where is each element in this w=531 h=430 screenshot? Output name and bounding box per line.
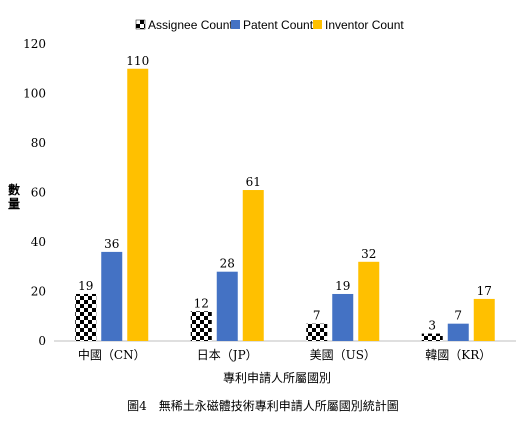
data-label-assignee: 3 (428, 319, 436, 333)
svg-text:量: 量 (8, 197, 20, 211)
legend-label-patent: Patent Count (243, 18, 314, 32)
data-label-patent: 36 (104, 237, 119, 251)
x-tick-label: 中國（CN） (78, 347, 146, 362)
y-tick-label: 40 (31, 235, 46, 249)
data-label-patent: 7 (454, 309, 462, 323)
bar-patent (101, 251, 123, 341)
bars: 19 36 110 12 28 61 7 19 32 3 7 17 (75, 54, 495, 341)
data-label-assignee: 19 (78, 279, 93, 293)
x-axis: 中國（CN） 日本（JP） 美國（US） 韓國（KR） (78, 347, 491, 362)
y-axis-title: 數 量 (8, 182, 20, 211)
bar-assignee (421, 333, 443, 341)
legend-swatch-assignee (135, 19, 146, 30)
data-label-assignee: 12 (194, 296, 209, 310)
legend-swatch-inventor (313, 20, 322, 29)
y-axis: 0 20 40 60 80 100 120 (23, 37, 46, 348)
bar-inventor (358, 261, 380, 341)
y-tick-label: 20 (31, 285, 46, 299)
data-label-patent: 19 (335, 279, 350, 293)
y-tick-label: 120 (23, 37, 46, 51)
bar-assignee (75, 293, 97, 341)
bar-inventor (473, 298, 495, 341)
bar-patent (216, 271, 238, 341)
bar-patent (447, 323, 469, 341)
figure-caption: 圖4 無稀土永磁體技術專利申請人所屬國別統計圖 (127, 398, 399, 413)
data-label-inventor: 61 (246, 175, 261, 189)
data-label-inventor: 17 (477, 284, 492, 298)
bar-assignee (306, 323, 328, 341)
legend-label-assignee: Assignee Count (148, 18, 233, 32)
data-label-inventor: 110 (126, 54, 149, 68)
legend: Assignee Count Patent Count Inventor Cou… (135, 18, 404, 32)
x-axis-title: 專利申請人所屬國別 (223, 371, 331, 385)
data-label-inventor: 32 (361, 247, 376, 261)
bar-inventor (242, 190, 264, 341)
x-tick-label: 美國（US） (310, 348, 376, 362)
legend-swatch-patent (231, 20, 240, 29)
bar-patent (332, 293, 354, 341)
x-tick-label: 韓國（KR） (425, 348, 491, 362)
y-tick-label: 80 (31, 136, 46, 150)
x-tick-label: 日本（JP） (197, 348, 258, 362)
y-tick-label: 0 (38, 334, 46, 348)
data-label-patent: 28 (220, 257, 235, 271)
y-tick-label: 100 (23, 87, 46, 101)
bar-inventor (127, 68, 149, 341)
legend-label-inventor: Inventor Count (325, 18, 404, 32)
bar-assignee (190, 311, 212, 341)
svg-text:數: 數 (8, 182, 20, 197)
y-tick-label: 60 (31, 186, 46, 200)
data-label-assignee: 7 (313, 309, 321, 323)
